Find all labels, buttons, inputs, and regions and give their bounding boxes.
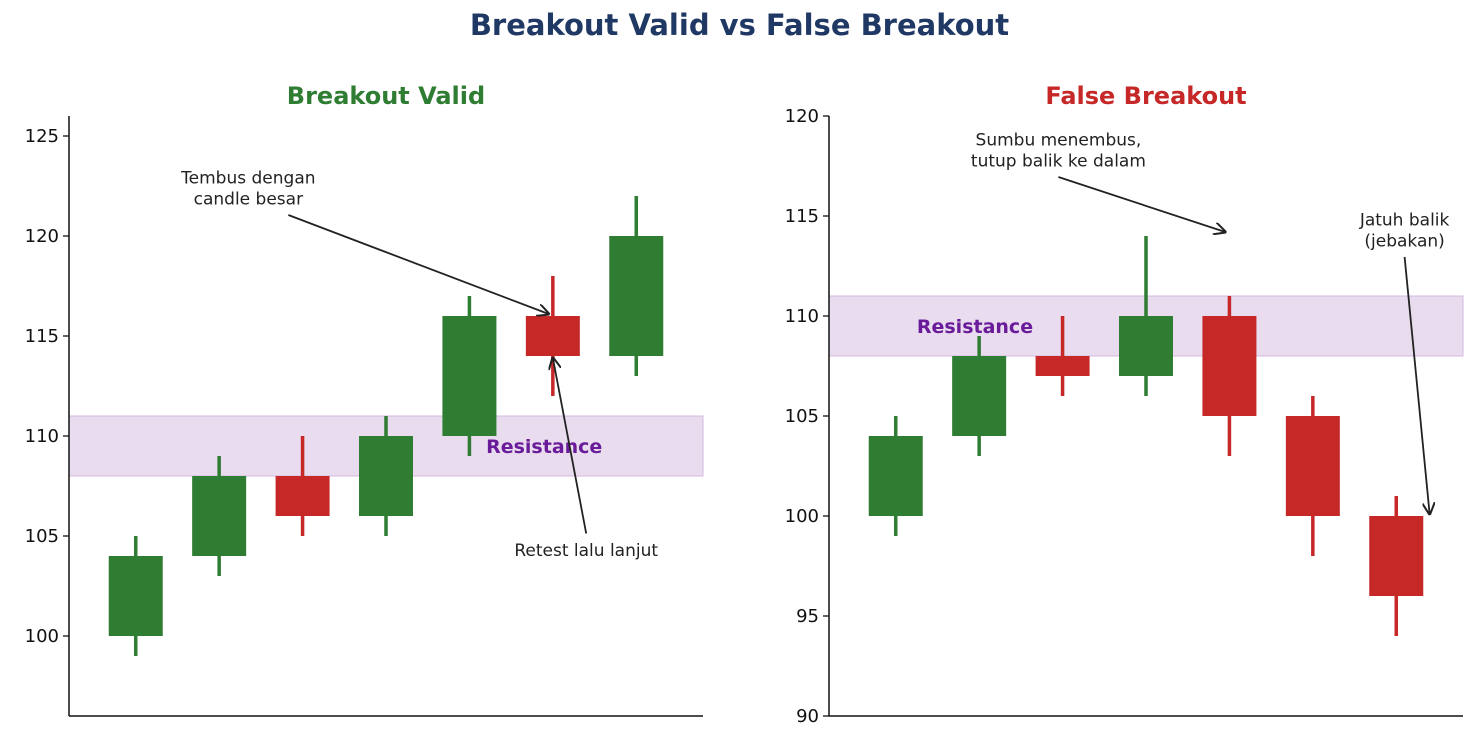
chart-panel-2: False Breakout Resistance 90 95 100 105 110 115… (785, 82, 1464, 727)
annotation-1: Sumbu menembus, tutup balik ke dalam (971, 131, 1225, 233)
candle-1 (868, 416, 923, 536)
candle-2 (192, 456, 247, 576)
candle-body (1119, 316, 1173, 376)
y-tick-label: 95 (796, 606, 819, 627)
y-tick-label: 120 (785, 106, 819, 127)
annotation-text: Retest lalu lanjut (514, 541, 658, 561)
y-tick-label: 125 (25, 126, 59, 147)
panel-title: False Breakout (1045, 82, 1246, 110)
annotation-text: Tembus dengan candle besar (180, 169, 315, 210)
candle-body (1202, 316, 1257, 416)
candle-6 (525, 276, 580, 396)
resistance-label: Resistance (486, 436, 602, 458)
candle-body (442, 316, 497, 436)
resistance-label: Resistance (917, 316, 1033, 338)
candle-body (952, 356, 1007, 436)
y-tick-label: 115 (785, 206, 819, 227)
candle-body (1369, 516, 1424, 596)
y-tick-label: 105 (25, 526, 59, 547)
candle-7 (609, 196, 664, 376)
candle-body (525, 316, 580, 356)
candle-body (1035, 356, 1090, 376)
candle-6 (1285, 396, 1340, 556)
y-tick-label: 120 (25, 226, 59, 247)
annotation-text: Jatuh balik (jebakan) (1359, 211, 1450, 252)
annotation-2: Jatuh balik (jebakan) (1359, 211, 1450, 515)
candle-2 (952, 336, 1007, 456)
y-tick-label: 105 (785, 406, 819, 427)
annotation-arrow (553, 358, 588, 534)
candle-4 (359, 416, 413, 536)
y-tick-label: 115 (25, 326, 59, 347)
candle-5 (1202, 296, 1257, 456)
candle-5 (442, 296, 497, 456)
candle-body (275, 476, 330, 516)
y-tick-label: 110 (25, 426, 59, 447)
y-tick-label: 100 (785, 506, 819, 527)
annotation-text: Sumbu menembus, tutup balik ke dalam (971, 131, 1146, 172)
candle-body (609, 236, 664, 356)
candle-body (108, 556, 163, 636)
panel-title: Breakout Valid (287, 82, 485, 110)
annotation-arrow (1403, 256, 1430, 514)
candle-1 (108, 536, 163, 656)
candle-body (192, 476, 247, 556)
candle-3 (275, 436, 330, 536)
candle-7 (1369, 496, 1424, 636)
annotation-arrow (1058, 176, 1225, 232)
annotation-arrow (288, 214, 548, 314)
figure-title: Breakout Valid vs False Breakout (469, 8, 1010, 42)
candle-body (359, 436, 413, 516)
candle-body (868, 436, 923, 516)
y-tick-label: 100 (25, 626, 59, 647)
y-tick-label: 90 (796, 706, 819, 727)
y-tick-label: 110 (785, 306, 819, 327)
chart-panel-1: Breakout Valid Resistance 100 105 110 115 120 1… (25, 82, 704, 717)
annotation-2: Retest lalu lanjut (514, 358, 658, 561)
candle-4 (1119, 236, 1173, 396)
candle-3 (1035, 316, 1090, 396)
annotation-1: Tembus dengan candle besar (180, 169, 548, 315)
candle-body (1285, 416, 1340, 516)
